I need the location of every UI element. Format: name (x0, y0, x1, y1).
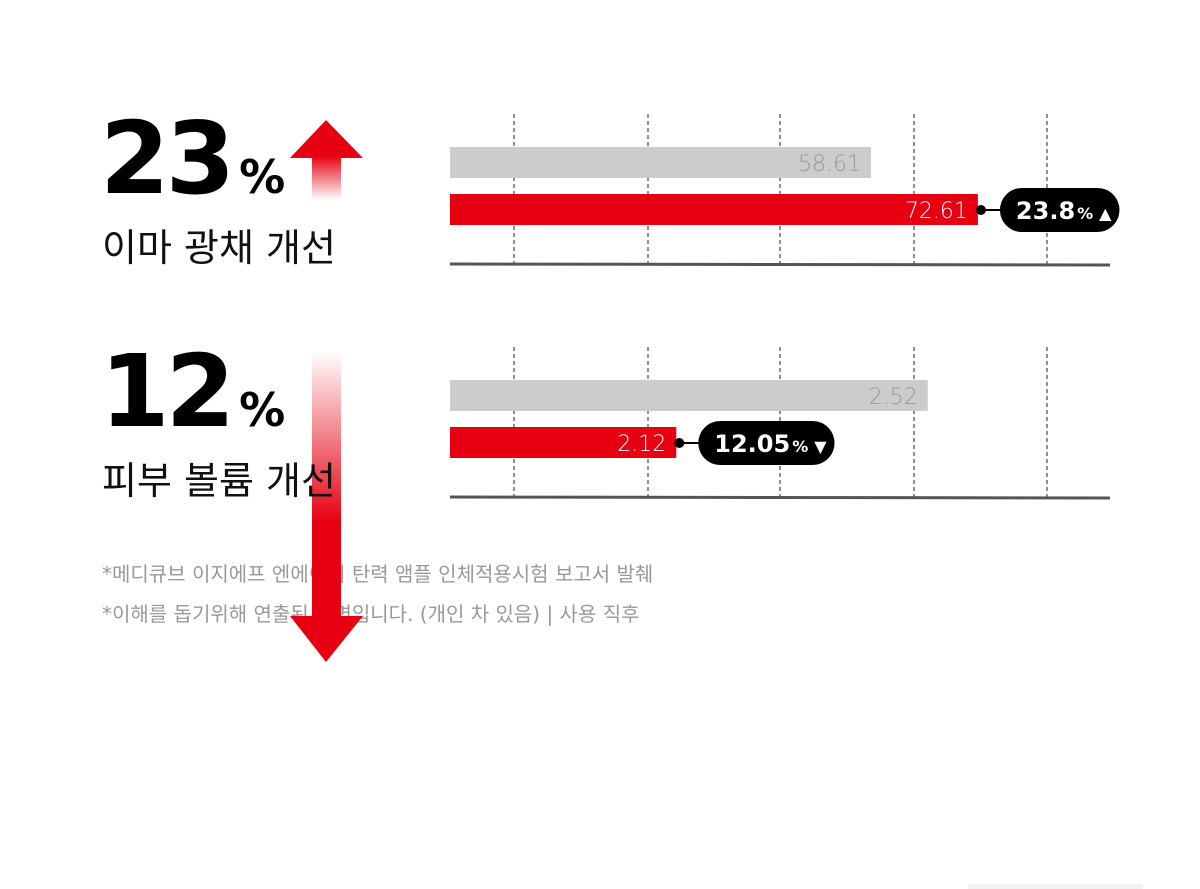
stat-value: 23 (100, 100, 231, 217)
value-label: 2.52 (869, 385, 918, 410)
bar (450, 147, 871, 178)
chart: 23 % 이마 광채 개선 58.61 72.61 23.8% ▲ (100, 100, 1120, 270)
change-text: 23.8% ▲ (1016, 197, 1112, 225)
x-axis (449, 262, 1111, 267)
decoration (968, 884, 1143, 889)
change-value: 12.05 (714, 430, 790, 458)
value-label: 58.61 (798, 152, 861, 177)
chart: 12 % 피부 볼륨 개선 2.52 2.12 12.05% ▼ (100, 333, 1111, 662)
connector-dot (975, 205, 986, 215)
stat-value: 12 (100, 333, 231, 450)
footnote: *이해를 돕기위해 연출된 장면입니다. (개인 차 있음) | 사용 직후 (102, 602, 640, 626)
stat-unit: % (239, 150, 285, 204)
change-symbol: ▲ (1099, 204, 1112, 223)
connector-dot (674, 438, 685, 448)
stat: 23% (100, 100, 285, 217)
change-text: 12.05% ▼ (714, 430, 827, 458)
change-badge (698, 421, 835, 465)
change-badge (999, 188, 1120, 232)
chart-title: 피부 볼륨 개선 (102, 459, 336, 503)
stat: 12% (100, 333, 285, 450)
change-unit: % (1077, 204, 1093, 223)
change-unit: % (792, 437, 808, 456)
arrow-down (290, 351, 363, 662)
bar (450, 194, 978, 225)
footnote: *메디큐브 이지에프 엔에이디 탄력 앰플 인체적용시험 보고서 발췌 (102, 562, 653, 586)
change-value: 23.8 (1016, 197, 1075, 225)
change-symbol: ▼ (814, 437, 827, 456)
arrow-up (290, 120, 363, 200)
value-label: 72.61 (905, 199, 968, 224)
value-label: 2.12 (617, 432, 666, 457)
bar (450, 427, 677, 458)
x-axis (449, 495, 1111, 500)
bar (450, 380, 928, 411)
stat-unit: % (239, 383, 285, 437)
chart-title: 이마 광채 개선 (102, 226, 336, 270)
